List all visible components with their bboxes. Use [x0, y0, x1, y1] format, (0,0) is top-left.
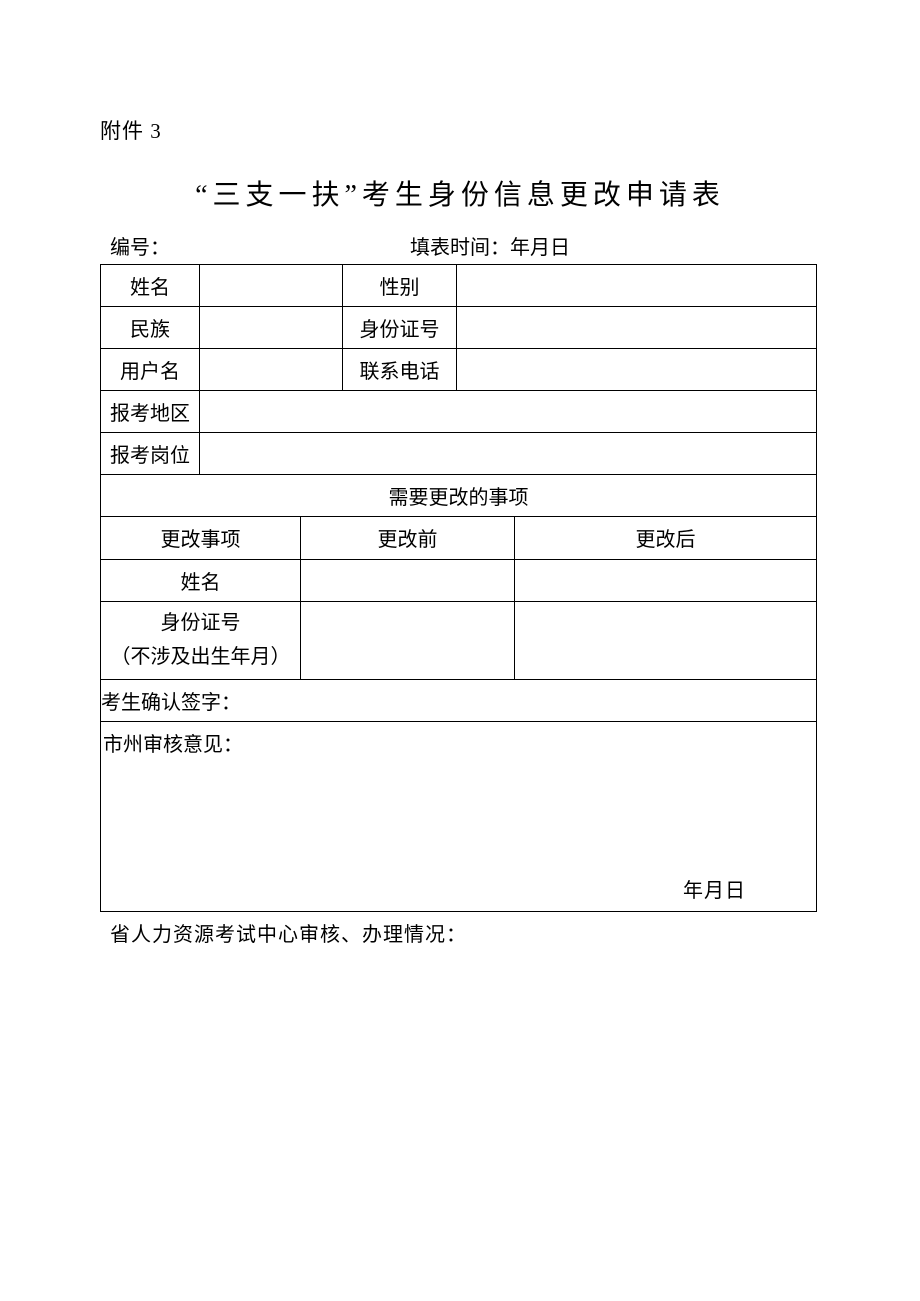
attachment-label: 附件 3: [100, 115, 820, 145]
row-username-phone: 用户名 联系电话: [101, 349, 817, 391]
value-phone[interactable]: [457, 349, 817, 391]
label-id-number: 身份证号: [343, 307, 457, 349]
value-exam-position[interactable]: [200, 433, 817, 475]
change-id-line2: （不涉及出生年月）: [101, 640, 300, 674]
name-before[interactable]: [301, 559, 515, 601]
value-id-number[interactable]: [457, 307, 817, 349]
row-change-name: 姓名: [101, 559, 817, 601]
city-opinion-label: 市州审核意见：: [103, 728, 243, 757]
serial-number-label: 编号：: [110, 231, 410, 260]
row-change-id: 身份证号 （不涉及出生年月）: [101, 601, 817, 679]
label-exam-position: 报考岗位: [101, 433, 200, 475]
row-exam-region: 报考地区: [101, 391, 817, 433]
row-confirm-signature: 考生确认签字：: [101, 679, 817, 721]
change-item-name: 姓名: [101, 559, 301, 601]
change-section-title: 需要更改的事项: [101, 475, 817, 517]
city-opinion-cell[interactable]: 市州审核意见： 年月日: [101, 721, 817, 911]
application-form-table: 姓名 性别 民族 身份证号 用户名 联系电话 报考地区 报考岗位 需要更改的事项: [100, 264, 817, 517]
label-ethnicity: 民族: [101, 307, 200, 349]
confirm-signature-label[interactable]: 考生确认签字：: [101, 679, 817, 721]
label-exam-region: 报考地区: [101, 391, 200, 433]
header-before-change: 更改前: [301, 517, 515, 559]
id-before[interactable]: [301, 601, 515, 679]
document-page: 附件 3 “三支一扶”考生身份信息更改申请表 编号： 填表时间：年月日 姓名 性…: [0, 0, 920, 947]
label-name: 姓名: [101, 265, 200, 307]
header-after-change: 更改后: [515, 517, 817, 559]
header-change-item: 更改事项: [101, 517, 301, 559]
row-change-header: 更改事项 更改前 更改后: [101, 517, 817, 559]
row-name-gender: 姓名 性别: [101, 265, 817, 307]
form-title: “三支一扶”考生身份信息更改申请表: [100, 173, 820, 213]
fill-time-label: 填表时间：年月日: [410, 231, 570, 260]
form-header-row: 编号： 填表时间：年月日: [100, 231, 820, 260]
label-gender: 性别: [343, 265, 457, 307]
value-gender[interactable]: [457, 265, 817, 307]
id-after[interactable]: [515, 601, 817, 679]
row-change-section-title: 需要更改的事项: [101, 475, 817, 517]
opinion-content: 市州审核意见： 年月日: [101, 722, 816, 911]
name-after[interactable]: [515, 559, 817, 601]
value-username[interactable]: [200, 349, 343, 391]
change-items-table: 更改事项 更改前 更改后 姓名 身份证号 （不涉及出生年月） 考生确认签字： 市…: [100, 517, 817, 912]
row-ethnicity-id: 民族 身份证号: [101, 307, 817, 349]
change-item-id: 身份证号 （不涉及出生年月）: [101, 601, 301, 679]
row-city-opinion: 市州审核意见： 年月日: [101, 721, 817, 911]
city-opinion-date: 年月日: [683, 874, 746, 903]
value-ethnicity[interactable]: [200, 307, 343, 349]
label-username: 用户名: [101, 349, 200, 391]
value-name[interactable]: [200, 265, 343, 307]
value-exam-region[interactable]: [200, 391, 817, 433]
province-review-label: 省人力资源考试中心审核、办理情况：: [100, 918, 820, 947]
label-phone: 联系电话: [343, 349, 457, 391]
row-exam-position: 报考岗位: [101, 433, 817, 475]
change-id-line1: 身份证号: [101, 606, 300, 640]
